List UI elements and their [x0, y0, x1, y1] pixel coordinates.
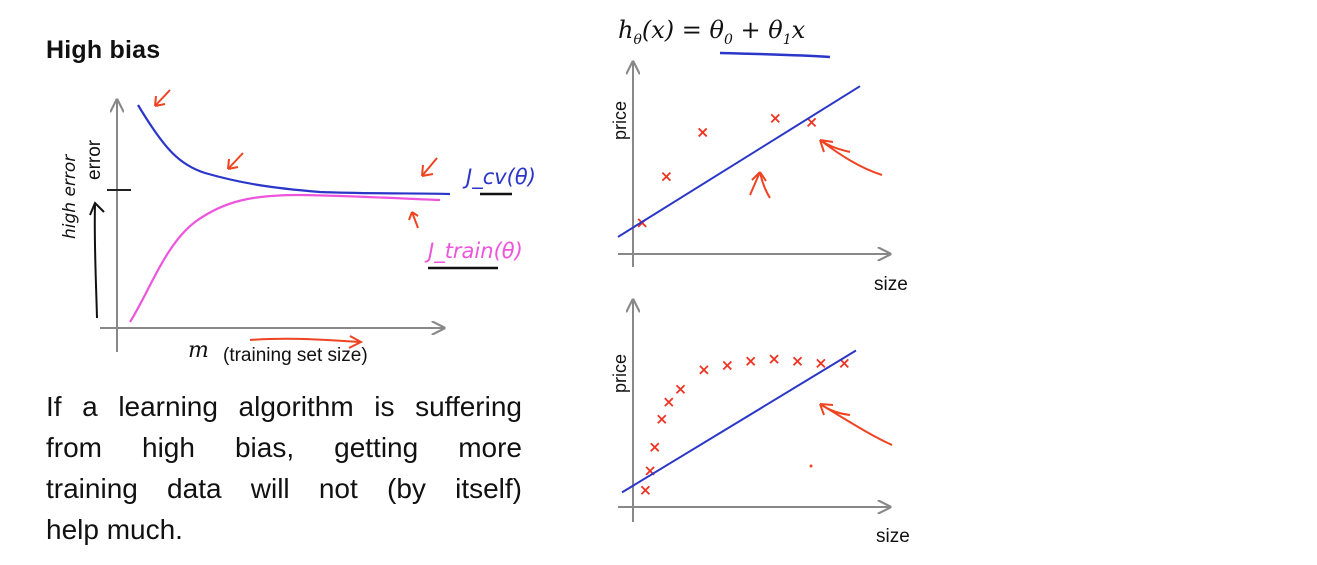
data-point-marker [806, 117, 817, 128]
data-point-marker [640, 485, 651, 495]
data-point-marker [698, 127, 708, 138]
body-line: from high bias, getting more [46, 432, 522, 463]
j-train-label: J_train(θ) [424, 239, 523, 264]
data-point-marker [746, 356, 756, 366]
top-data-points [637, 113, 817, 228]
top-x-axis-label: size [874, 274, 908, 295]
bottom-data-points [640, 354, 849, 495]
data-point-marker [650, 442, 660, 452]
data-point-marker [792, 356, 803, 366]
data-point-marker [722, 360, 732, 371]
learning-curve-axes [100, 100, 444, 352]
body-line: If a learning algorithm is suffering [46, 391, 522, 422]
bottom-x-axis-label: size [876, 526, 910, 547]
body-line: training data will not (by itself) [46, 473, 522, 504]
data-point-marker [657, 414, 667, 424]
top-y-axis-label: price [610, 101, 630, 140]
slide-title: High bias [46, 36, 161, 64]
data-point-marker [770, 113, 780, 123]
bottom-fit-line [621, 349, 857, 494]
x-axis-caption: (training set size) [223, 345, 368, 366]
y-axis-label-error: error [84, 139, 105, 180]
top-fit-line [617, 85, 861, 238]
bottom-y-axis-label: price [610, 354, 630, 393]
data-point-marker [816, 358, 826, 369]
bottom-scatter-plot: price size [610, 300, 910, 547]
data-point-marker [839, 358, 849, 369]
data-point-marker [664, 397, 674, 407]
slide-body-text: If a learning algorithm is suffering fro… [46, 386, 522, 550]
x-axis-symbol-m: m [188, 338, 209, 363]
j-cv-label: J_cv(θ) [462, 165, 536, 190]
handwritten-high-error: high error [60, 154, 80, 239]
data-point-marker [661, 172, 672, 182]
body-line: help much. [46, 514, 183, 545]
hypothesis-formula: hθ(x) = θ0 + θ1x [618, 16, 806, 48]
cv-error-curve [137, 104, 451, 196]
data-point-marker [675, 384, 686, 394]
data-point-marker [769, 354, 779, 364]
data-point-marker [699, 365, 709, 375]
train-error-curve [129, 193, 441, 323]
top-scatter-plot: price size [610, 62, 908, 295]
red-annotation-arrows [154, 89, 438, 349]
high-error-arrow [93, 204, 98, 319]
